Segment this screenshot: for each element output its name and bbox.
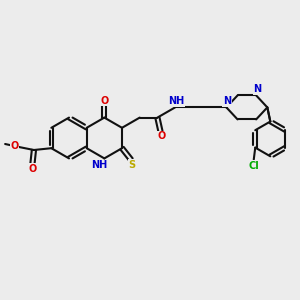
Text: N: N [223, 96, 231, 106]
Text: Cl: Cl [248, 160, 259, 171]
Text: NH: NH [168, 96, 184, 106]
Text: O: O [28, 164, 37, 174]
Text: NH: NH [91, 160, 107, 170]
Text: O: O [158, 131, 166, 141]
Text: O: O [10, 141, 18, 152]
Text: N: N [253, 84, 261, 94]
Text: O: O [100, 96, 109, 106]
Text: S: S [129, 160, 136, 170]
